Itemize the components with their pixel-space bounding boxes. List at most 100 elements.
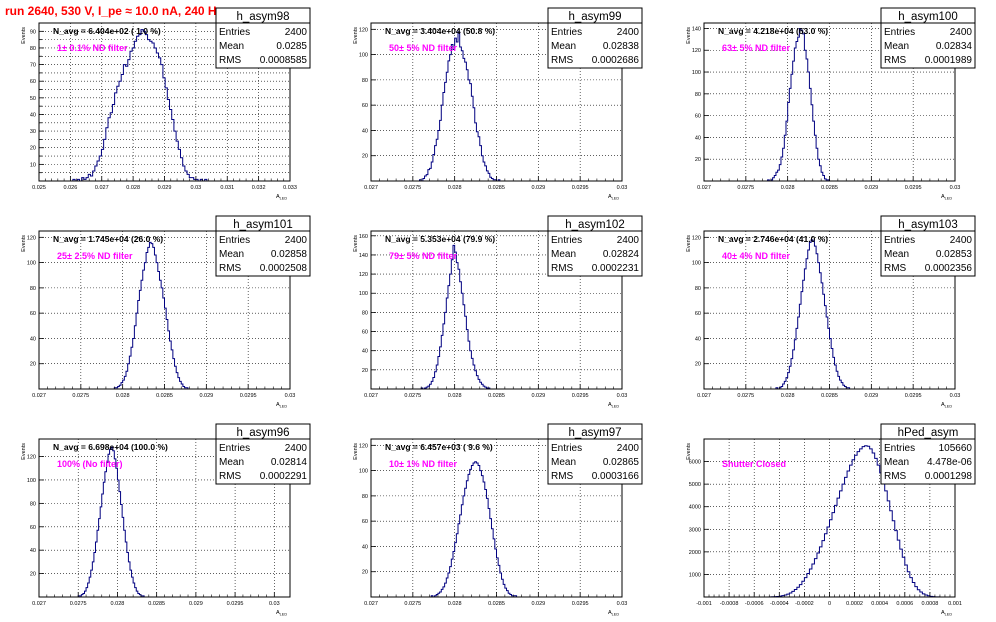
x-tick-label: 0.03	[617, 601, 628, 607]
histogram-panel-h_asym103: 0.027 0.0275 0.028 0.0285 0.029 0.0295 0.03 20 4…	[686, 215, 976, 409]
y-tick-label: 60	[362, 519, 368, 525]
y-axis-title: Events	[353, 443, 359, 460]
x-tick-label: 0.0275	[404, 185, 421, 191]
stats-value-mean: 0.02814	[271, 457, 308, 468]
x-tick-label: 0.025	[32, 185, 46, 191]
y-tick-label: 6000	[689, 460, 701, 466]
stats-value-mean: 0.02858	[271, 249, 308, 260]
stats-value-mean: 4.478e-06	[927, 457, 972, 468]
y-tick-label: 40	[30, 336, 36, 342]
filter-label: 40± 4% ND filter	[722, 251, 790, 261]
y-tick-label: 120	[359, 443, 368, 449]
navg-label: N_avg = 2.746e+04 (41.0 %)	[718, 234, 828, 244]
histogram-name: h_asym99	[568, 11, 621, 23]
y-tick-label: 120	[359, 27, 368, 33]
stats-value-entries: 2400	[950, 235, 973, 246]
y-tick-label: 30	[30, 129, 36, 135]
x-tick-label: 0.001	[948, 601, 962, 607]
stats-label-entries: Entries	[551, 27, 582, 38]
x-tick-label: 0.029	[864, 185, 878, 191]
stats-value-mean: 0.02838	[603, 41, 640, 52]
y-tick-label: 20	[30, 572, 36, 578]
stats-label-rms: RMS	[219, 55, 242, 66]
y-tick-label: 60	[30, 79, 36, 85]
stats-label-rms: RMS	[551, 471, 574, 482]
stats-value-mean: 0.02834	[936, 41, 973, 52]
run-title: run 2640, 530 V, I_pe ≈ 10.0 nA, 240 Hz	[5, 4, 223, 18]
stats-value-entries: 2400	[950, 27, 973, 38]
stats-label-mean: Mean	[551, 41, 576, 52]
x-tick-label: 0.028	[781, 393, 795, 399]
stats-box	[215, 7, 311, 69]
stats-value-rms: 0.0002231	[592, 263, 640, 274]
filter-label: 25± 2.5% ND filter	[57, 251, 133, 261]
y-axis-title: Events	[21, 27, 27, 44]
y-tick-label: 80	[30, 286, 36, 292]
x-tick-label: 0.0275	[737, 185, 754, 191]
y-axis-title: Events	[21, 443, 27, 460]
stats-label-rms: RMS	[884, 471, 907, 482]
stats-box	[880, 423, 976, 485]
histogram-steps	[113, 241, 189, 389]
x-tick-label: 0.0285	[488, 393, 505, 399]
x-tick-label: 0.0285	[821, 185, 838, 191]
navg-label: N_avg = 1.745e+04 (26.0 %)	[53, 234, 163, 244]
y-tick-label: 80	[362, 310, 368, 316]
y-tick-label: 40	[362, 128, 368, 134]
stats-label-entries: Entries	[219, 27, 250, 38]
x-tick-label: 0.028	[448, 393, 462, 399]
y-tick-label: 2000	[689, 550, 701, 556]
stats-label-entries: Entries	[219, 443, 250, 454]
histogram-steps	[768, 445, 941, 598]
stats-label-rms: RMS	[884, 263, 907, 274]
filter-label: 10± 1% ND filter	[389, 459, 457, 469]
y-tick-label: 40	[30, 548, 36, 554]
histogram-steps	[419, 31, 501, 182]
histogram-steps	[72, 29, 208, 182]
histogram-name: h_asym96	[236, 427, 289, 439]
x-tick-label: 0.032	[252, 185, 266, 191]
stats-box	[880, 215, 976, 277]
x-tick-label: 0.0006	[896, 601, 913, 607]
navg-label: N_avg = 4.218e+04 (63.0 %)	[718, 26, 828, 36]
x-tick-label: 0.027	[697, 393, 711, 399]
stats-box	[547, 423, 643, 485]
x-tick-label: 0.03	[269, 601, 280, 607]
stats-value-entries: 105660	[939, 443, 973, 454]
stats-label-mean: Mean	[884, 457, 909, 468]
stats-label-rms: RMS	[551, 55, 574, 66]
x-tick-label: 0.0295	[227, 601, 244, 607]
stats-label-mean: Mean	[219, 457, 244, 468]
stats-value-entries: 2400	[285, 443, 308, 454]
histogram-name: h_asym102	[565, 219, 624, 231]
stats-label-entries: Entries	[551, 443, 582, 454]
stats-box	[215, 423, 311, 485]
x-tick-label: 0.027	[364, 393, 378, 399]
x-tick-label: 0.029	[531, 393, 545, 399]
y-axis-title: Events	[353, 235, 359, 252]
y-tick-label: 80	[362, 494, 368, 500]
histogram-panel-h_asym102: 0.027 0.0275 0.028 0.0285 0.029 0.0295 0.03 20 4…	[353, 215, 643, 409]
stats-box	[880, 7, 976, 69]
histogram-name: h_asym101	[233, 219, 292, 231]
stats-box	[547, 215, 643, 277]
stats-value-entries: 2400	[617, 235, 640, 246]
stats-value-rms: 0.0002686	[592, 55, 640, 66]
x-tick-label: 0.03	[950, 393, 961, 399]
x-tick-label: 0.0285	[821, 393, 838, 399]
stats-label-mean: Mean	[551, 457, 576, 468]
stats-label-rms: RMS	[219, 263, 242, 274]
y-tick-label: 20	[362, 368, 368, 374]
stats-value-entries: 2400	[617, 27, 640, 38]
y-tick-label: 60	[695, 114, 701, 120]
y-tick-label: 40	[362, 544, 368, 550]
stats-value-mean: 0.02824	[603, 249, 640, 260]
x-tick-label: 0.0285	[148, 601, 165, 607]
x-axis-title: ALED	[608, 610, 619, 617]
x-tick-label: 0.0275	[72, 393, 89, 399]
y-tick-label: 60	[30, 525, 36, 531]
stats-label-mean: Mean	[219, 249, 244, 260]
x-tick-label: -0.001	[696, 601, 712, 607]
y-tick-label: 90	[30, 29, 36, 35]
x-axis-title: ALED	[276, 402, 287, 409]
